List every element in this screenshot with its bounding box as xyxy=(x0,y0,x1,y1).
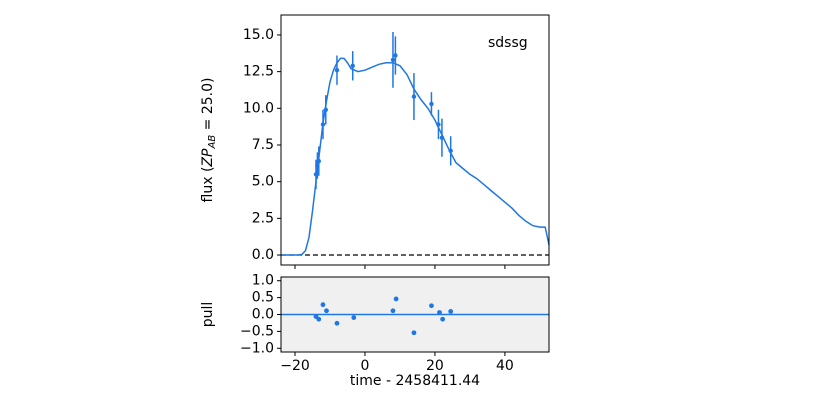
data-point xyxy=(429,101,434,107)
pull-point xyxy=(437,310,442,315)
pull-point xyxy=(448,309,454,314)
y-tick-label: 12.5 xyxy=(243,64,274,80)
y-axis-label: pull xyxy=(200,302,216,328)
y-tick-label: 0.0 xyxy=(252,307,274,323)
pull-point xyxy=(390,308,396,314)
data-point xyxy=(411,94,417,99)
data-point xyxy=(393,53,398,58)
y-label-text: = 25.0) xyxy=(200,78,216,135)
data-point xyxy=(320,122,326,127)
y-tick-label: −0.5 xyxy=(240,323,274,339)
data-point xyxy=(439,135,445,140)
y-tick-label: 0.5 xyxy=(252,290,274,306)
x-tick-label: 40 xyxy=(496,358,514,374)
axes-frame xyxy=(280,14,550,266)
y-tick-label: 5.0 xyxy=(252,174,274,190)
x-tick-label: 0 xyxy=(361,358,370,374)
y-tick-label: 2.5 xyxy=(252,210,274,226)
y-tick-label: 1.0 xyxy=(252,273,274,289)
y-tick-label: 7.5 xyxy=(252,137,274,153)
axes-frame xyxy=(280,276,550,353)
pull-point xyxy=(351,315,357,320)
annotation: sdssg xyxy=(488,35,528,51)
pull-point xyxy=(440,316,446,322)
pull-point xyxy=(324,308,329,314)
y-label-sub: AB xyxy=(207,135,218,150)
y-tick-label: 0.0 xyxy=(252,247,274,263)
data-point xyxy=(390,57,396,63)
data-point xyxy=(323,107,328,112)
y-tick-label: 15.0 xyxy=(243,27,274,43)
model-line xyxy=(281,57,550,256)
data-point xyxy=(350,63,355,68)
x-tick-label: 20 xyxy=(426,358,444,374)
y-label-text: flux ( xyxy=(200,167,216,203)
data-point xyxy=(448,148,453,154)
x-tick-label: −20 xyxy=(280,358,310,374)
pull-point xyxy=(429,303,434,309)
pull-point xyxy=(316,316,322,322)
y-label-var: ZP xyxy=(200,148,216,168)
y-tick-label: −1.0 xyxy=(240,340,274,356)
data-point xyxy=(334,67,340,73)
data-point xyxy=(316,158,321,164)
pull-point xyxy=(393,296,399,302)
y-axis-label: flux (ZPAB = 25.0) xyxy=(200,78,218,203)
pull-point xyxy=(411,330,417,336)
data-point xyxy=(436,122,441,127)
y-tick-label: 10.0 xyxy=(243,100,274,116)
pull-point xyxy=(320,302,326,308)
pull-point xyxy=(334,320,340,326)
x-axis-label: time - 2458411.44 xyxy=(350,373,480,389)
